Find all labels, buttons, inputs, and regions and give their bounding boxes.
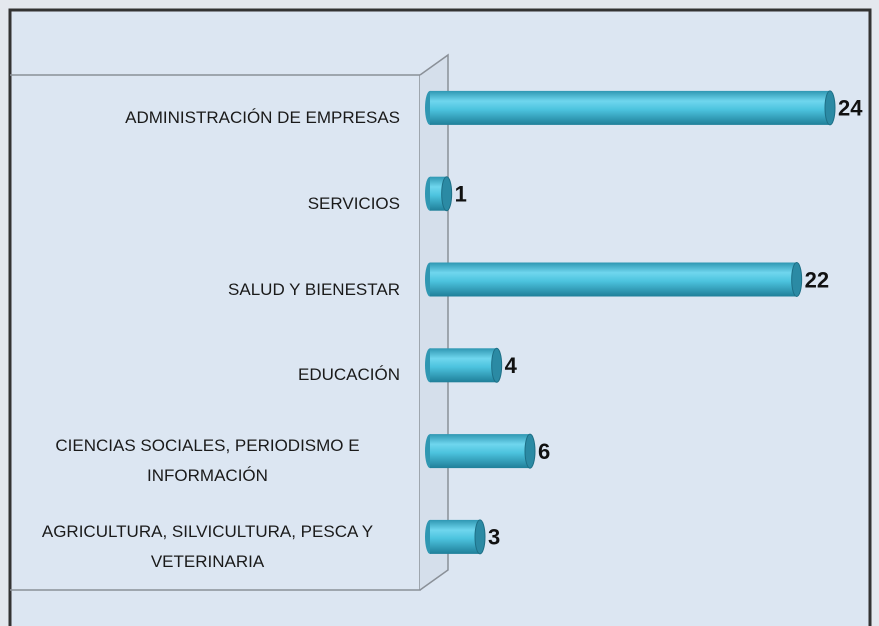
category-label-box: CIENCIAS SOCIALES, PERIODISMO E INFORMAC…	[15, 431, 400, 491]
bar-end-cap	[791, 262, 803, 297]
value-label: 1	[455, 182, 467, 207]
category-label: SALUD Y BIENESTAR	[228, 279, 400, 299]
category-label: SERVICIOS	[307, 193, 400, 213]
category-label: CIENCIAS SOCIALES, PERIODISMO E INFORMAC…	[55, 436, 360, 486]
value-label: 3	[488, 525, 500, 550]
category-label-box: EDUCACIÓN	[15, 360, 400, 390]
bar-end-cap	[524, 433, 536, 469]
bar	[430, 348, 497, 383]
bar-end-cap	[491, 347, 503, 383]
value-label: 6	[538, 439, 550, 464]
bar	[430, 262, 797, 297]
category-label-box: AGRICULTURA, SILVICULTURA, PESCA Y VETER…	[15, 517, 400, 577]
value-label: 22	[805, 267, 829, 292]
wall-side	[419, 53, 449, 591]
value-label: 4	[505, 353, 518, 378]
bar	[430, 519, 480, 554]
value-label: 24	[838, 96, 863, 121]
category-label-box: ADMINISTRACIÓN DE EMPRESAS	[15, 103, 400, 133]
bar-end-cap	[474, 519, 486, 555]
category-label-box: SERVICIOS	[15, 189, 400, 219]
category-label: EDUCACIÓN	[297, 365, 400, 385]
category-label: ADMINISTRACIÓN DE EMPRESAS	[125, 107, 400, 127]
bar	[430, 90, 830, 125]
bar-end-cap	[824, 90, 836, 126]
category-label-box: SALUD Y BIENESTAR	[15, 275, 400, 305]
category-label: AGRICULTURA, SILVICULTURA, PESCA Y VETER…	[41, 521, 374, 571]
bar	[430, 434, 530, 469]
bar-end-cap	[441, 176, 453, 212]
